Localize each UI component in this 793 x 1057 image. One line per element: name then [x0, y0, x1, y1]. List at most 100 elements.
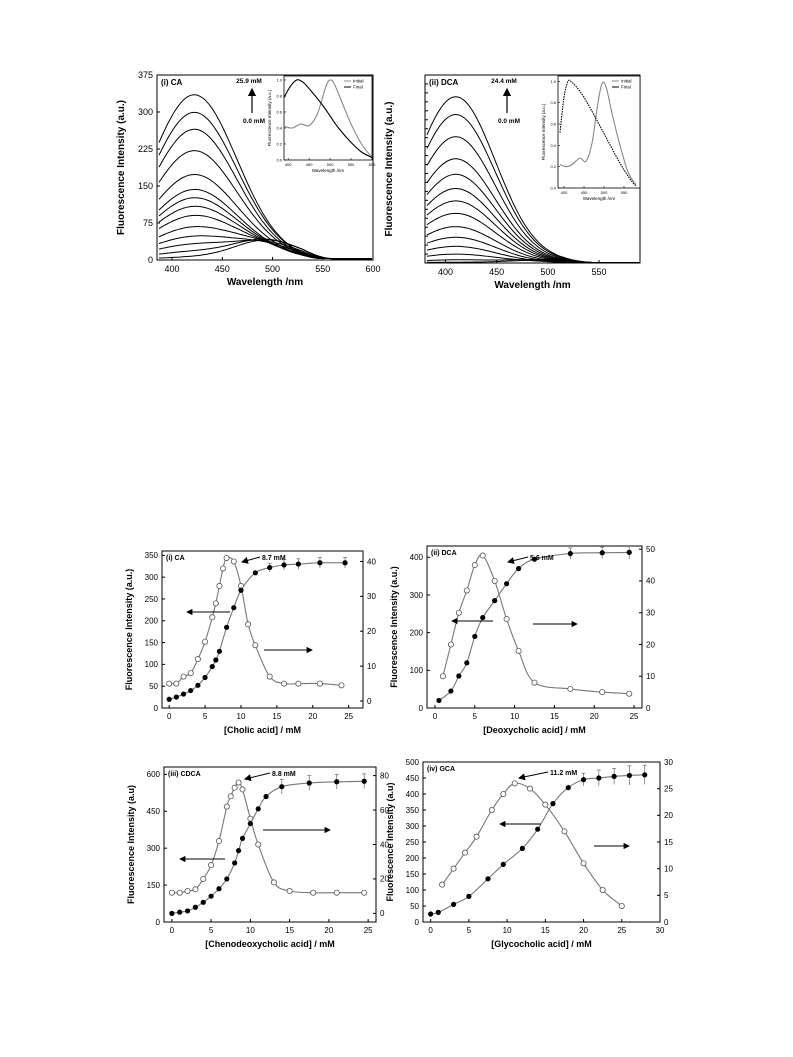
inset-x-tick-label: 400: [561, 190, 568, 195]
titration-y-tick-label: 50: [410, 902, 419, 911]
titration-y2-tick-label: 30: [664, 758, 673, 767]
derivative-point: [626, 690, 633, 697]
derivative-point: [255, 841, 262, 848]
intensity-point: [456, 673, 462, 679]
intensity-point: [224, 876, 230, 882]
derivative-point: [515, 647, 522, 654]
intensity-point: [200, 899, 206, 905]
titration-x-tick-label: 0: [428, 926, 433, 935]
derivative-point: [220, 565, 227, 572]
spectrum-curve: [426, 212, 640, 264]
intensity-point: [180, 691, 187, 697]
intensity-point: [480, 614, 486, 621]
titration-x-tick-label: 20: [324, 926, 333, 935]
inset-y-tick-label: 0.0: [550, 186, 556, 191]
inset-x-tick-label: 550: [621, 190, 628, 195]
titration-y-tick-label: 350: [406, 806, 420, 815]
inset-y-tick-label: 0.8: [276, 94, 282, 99]
titration-y-tick-label: 300: [410, 591, 424, 600]
titration-x-tick-label: 15: [541, 926, 550, 935]
titration-y-tick-label: 200: [145, 617, 159, 626]
inset-frame: [283, 75, 373, 161]
titration-frame: [422, 761, 661, 923]
spectra-x-tick-label: 450: [489, 267, 504, 277]
derivative-point: [235, 779, 242, 786]
titration-y2-tick-label: 0: [664, 918, 669, 927]
intensity-point: [596, 775, 602, 781]
peak-label: 8.8 mM: [272, 771, 296, 778]
derivative-point: [166, 680, 173, 687]
titration-y-tick-label: 100: [410, 666, 424, 675]
inset-final-curve: [283, 79, 373, 159]
intensity-point: [231, 605, 237, 611]
derivative-point: [245, 621, 252, 628]
titration-y-tick-label: 0: [154, 704, 159, 713]
derivative-point: [599, 887, 606, 894]
derivative-point: [511, 780, 518, 787]
intensity-point: [224, 624, 230, 630]
bottom-concentration-label: 0.0 mM: [243, 118, 265, 125]
titration-y-tick-label: 250: [145, 595, 159, 604]
intensity-point: [267, 564, 273, 571]
titration-y2-tick-label: 40: [646, 577, 655, 586]
titration-y2-tick-label: 0: [367, 697, 372, 706]
derivative-point: [200, 875, 207, 882]
y-axis-title: Fluorescence Intensity (a.u.): [124, 569, 134, 691]
titration-y-tick-label: 500: [406, 758, 420, 767]
intensity-point: [466, 893, 472, 900]
peak-label: 5.6 mM: [530, 555, 554, 562]
spectra-y-tick-label: 300: [138, 107, 153, 117]
intensity-point: [188, 687, 194, 694]
derivative-point: [223, 554, 230, 561]
titration-y-tick-label: 100: [406, 886, 420, 895]
titration-x-tick-label: 10: [503, 926, 512, 935]
titration-y-tick-label: 300: [406, 822, 420, 831]
x-axis-title: Wavelength /nm: [494, 280, 570, 291]
derivative-fit: [171, 781, 365, 894]
intensity-point: [235, 848, 242, 854]
derivative-point: [187, 670, 194, 677]
intensity-point: [281, 562, 287, 568]
titration-frame: [426, 545, 643, 709]
intensity-point: [255, 806, 261, 812]
derivative-point: [295, 680, 302, 687]
x-axis-title: [Glycocholic acid] / mM: [491, 939, 592, 949]
derivative-point: [439, 673, 446, 680]
titration-x-tick-label: 0: [170, 926, 175, 935]
spectrum-curve: [426, 96, 640, 264]
titration-y-tick-label: 200: [406, 854, 420, 863]
titration-y2-tick-label: 40: [367, 557, 376, 566]
intensity-point: [448, 688, 454, 694]
spectrum-curve: [426, 226, 640, 264]
spectrum-curve: [158, 214, 372, 260]
spectra-y-tick-label: 0: [148, 255, 153, 265]
spectrum-curve: [158, 188, 372, 260]
inset-y-tick-label: 0.4: [550, 143, 556, 148]
derivative-point: [500, 791, 507, 798]
intensity-point: [531, 556, 538, 562]
derivative-point: [209, 614, 216, 621]
bottom-concentration-label: 0.0 mM: [498, 118, 520, 125]
intensity-point: [599, 550, 605, 556]
inset-legend-final: Final: [621, 85, 631, 90]
inset-x-title: Wavelength /nm: [583, 196, 616, 201]
titration-y2-tick-label: 20: [367, 627, 376, 636]
derivative-point: [215, 838, 222, 845]
derivative-point: [239, 786, 246, 793]
intensity-point: [642, 772, 648, 778]
titration-y-tick-label: 100: [145, 660, 159, 669]
derivative-point: [561, 828, 568, 835]
intensity-point: [232, 860, 238, 866]
derivative-point: [473, 833, 480, 840]
intensity-point: [177, 909, 183, 915]
derivative-point: [471, 562, 478, 569]
inset-y-tick-label: 0.8: [550, 100, 556, 105]
derivative-point: [286, 888, 293, 895]
titration-y-tick-label: 150: [147, 881, 161, 890]
titration-y-tick-label: 400: [410, 553, 424, 562]
intensity-point: [334, 779, 340, 785]
titration-x-tick-label: 15: [285, 926, 294, 935]
titration-x-tick-label: 25: [344, 712, 353, 721]
titration-y2-tick-label: 10: [367, 662, 376, 671]
